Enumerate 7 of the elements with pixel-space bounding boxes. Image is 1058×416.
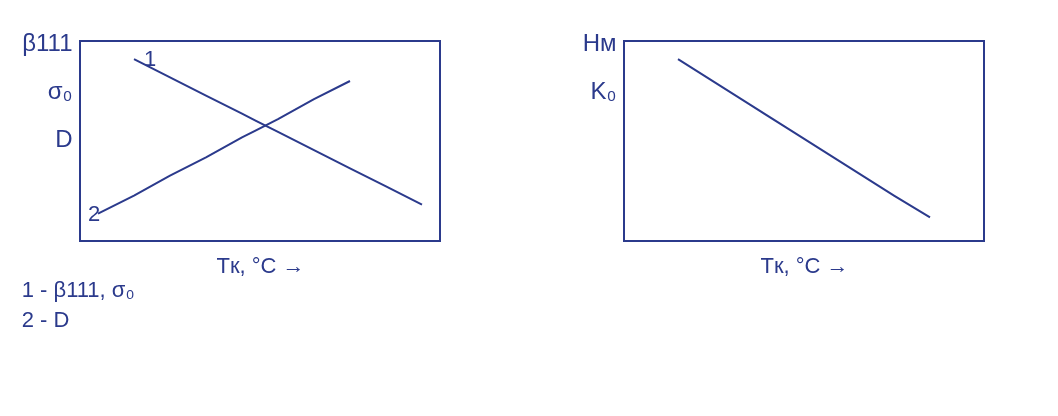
y-axis-title: β111 σ₀ D [22, 28, 73, 152]
text: 2 - D [21, 307, 70, 332]
y-axis-title: Hм K₀ [582, 28, 617, 104]
series-label: 2 [87, 200, 101, 226]
x-axis-title: Tк, °C → [216, 252, 305, 278]
x-axis-title: Tк, °C → [760, 252, 849, 278]
text: 1 - β111, σ₀ [21, 277, 135, 302]
